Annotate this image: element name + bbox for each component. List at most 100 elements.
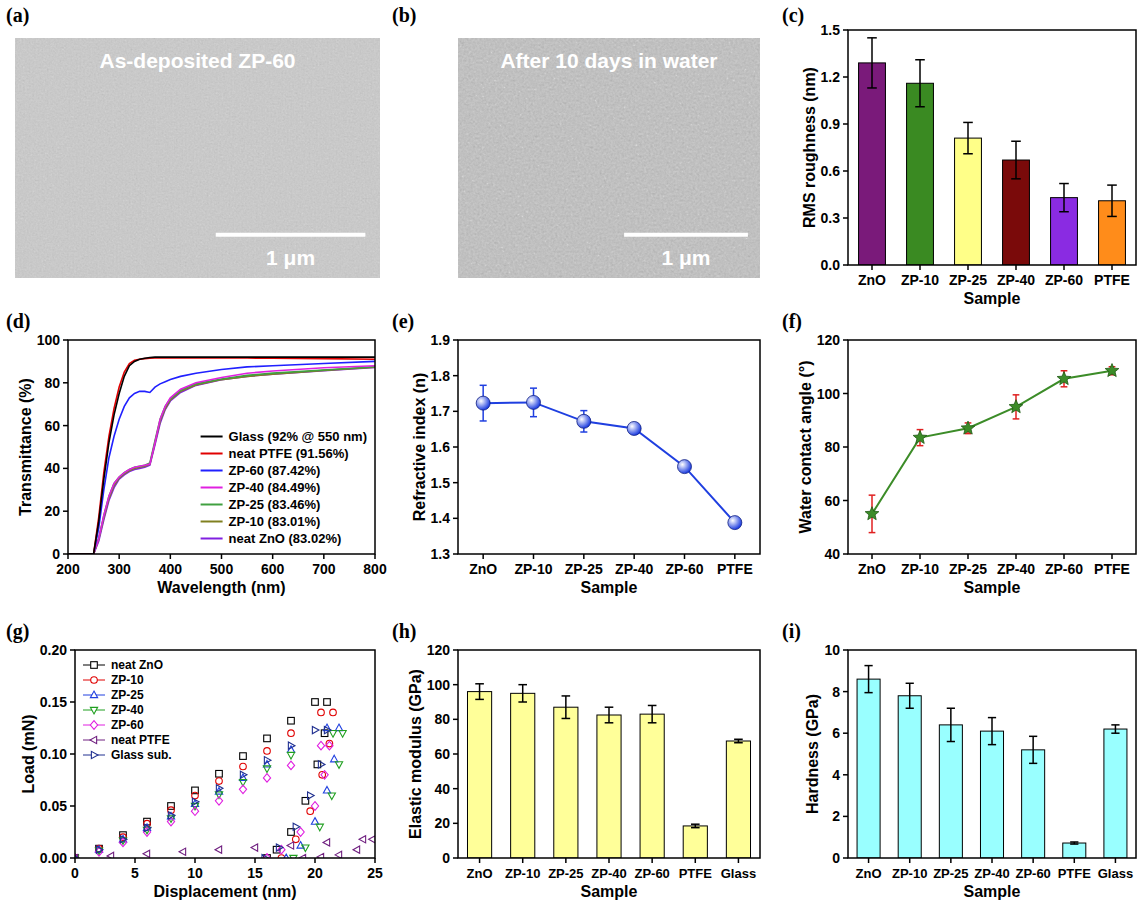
scale-bar xyxy=(216,233,366,237)
error-cap xyxy=(864,692,872,694)
point xyxy=(216,785,223,792)
point xyxy=(168,812,175,819)
error-bar xyxy=(867,38,877,88)
error-bar xyxy=(1070,842,1078,844)
error-cap xyxy=(915,106,925,108)
legend-label: ZP-40 xyxy=(111,703,144,717)
y-axis-title: Hardness (GPa) xyxy=(804,694,821,814)
y-tick-label: 80 xyxy=(434,711,450,727)
point xyxy=(293,823,300,830)
series-line xyxy=(68,367,375,554)
error-cap xyxy=(1107,184,1117,186)
legend-swatch xyxy=(201,521,223,523)
legend-label: neat PTFE (91.56%) xyxy=(229,446,349,461)
plot-frame xyxy=(458,650,760,858)
sem-image xyxy=(15,38,380,278)
legend-swatch xyxy=(201,436,223,438)
legend-marker xyxy=(91,677,98,684)
error-cap xyxy=(1011,178,1021,180)
x-tick-label: PTFE xyxy=(1058,866,1092,881)
error-cap xyxy=(917,445,924,447)
legend-swatch xyxy=(201,538,223,540)
series xyxy=(75,836,375,858)
y-tick-label: 0.15 xyxy=(40,694,67,710)
y-tick-label: 0.20 xyxy=(40,642,67,658)
point xyxy=(318,709,325,716)
series-line xyxy=(68,367,375,554)
y-tick-label: 8 xyxy=(832,684,840,700)
error-cap xyxy=(691,823,700,825)
line xyxy=(483,402,735,522)
y-axis-title: Elastic modulus (GPa) xyxy=(407,669,424,839)
point xyxy=(287,761,294,770)
y-tick-label: 100 xyxy=(427,677,451,693)
y-tick-label: 120 xyxy=(427,642,451,658)
y-tick-label: 0 xyxy=(442,850,450,866)
y-axis-title: Load (mN) xyxy=(20,714,37,793)
point xyxy=(339,731,346,738)
bar xyxy=(683,826,707,858)
point xyxy=(288,730,295,737)
error-bar xyxy=(691,824,700,827)
bar xyxy=(939,725,962,858)
x-tick-label: ZP-40 xyxy=(615,561,653,577)
x-axis-title: Sample xyxy=(964,290,1021,307)
bar xyxy=(726,741,750,858)
legend-label: ZP-40 (84.49%) xyxy=(229,480,321,495)
x-tick-label: Glass xyxy=(1098,866,1133,881)
error-cap xyxy=(988,717,996,719)
point xyxy=(324,699,331,706)
series xyxy=(75,709,336,858)
point xyxy=(330,709,337,716)
x-axis-title: Sample xyxy=(964,883,1021,900)
y-tick-label: 0.0 xyxy=(821,257,841,273)
panel-label: (f) xyxy=(782,310,802,333)
plot-area xyxy=(857,666,1127,858)
error-cap xyxy=(867,87,877,89)
error-cap xyxy=(1059,183,1069,185)
point xyxy=(312,726,319,733)
plot-area xyxy=(476,385,742,529)
bar xyxy=(898,696,921,858)
error-line xyxy=(909,683,911,708)
point xyxy=(369,836,375,843)
y-tick-label: 1.4 xyxy=(431,510,451,526)
point xyxy=(331,755,338,762)
error-cap xyxy=(869,494,876,496)
scale-bar-label: 1 μm xyxy=(266,246,315,269)
plot-area xyxy=(68,357,375,554)
x-tick-label: PTFE xyxy=(717,561,753,577)
point xyxy=(319,772,326,779)
x-tick-label: ZnO xyxy=(469,561,497,577)
x-tick-label: 600 xyxy=(261,561,285,577)
point xyxy=(302,845,309,852)
point xyxy=(311,802,318,811)
error-bar xyxy=(1059,184,1069,212)
scale-bar xyxy=(624,233,748,237)
x-tick-label: 15 xyxy=(247,865,263,881)
point xyxy=(240,771,247,778)
y-tick-label: 1.5 xyxy=(431,475,451,491)
error-cap xyxy=(734,739,743,741)
series-line xyxy=(68,361,375,554)
point xyxy=(251,844,258,851)
y-tick-label: 10 xyxy=(824,642,840,658)
y-tick-label: 2 xyxy=(832,808,840,824)
y-tick-label: 0.00 xyxy=(40,850,67,866)
x-tick-label: ZnO xyxy=(858,272,886,288)
point xyxy=(288,717,295,724)
bar xyxy=(1063,843,1086,858)
error-line xyxy=(1015,141,1017,179)
x-tick-label: ZP-25 xyxy=(949,561,987,577)
point xyxy=(288,742,295,749)
x-tick-label: 20 xyxy=(307,865,323,881)
y-tick-label: 100 xyxy=(37,332,61,348)
error-line xyxy=(868,666,870,693)
error-cap xyxy=(906,707,914,709)
x-tick-label: ZP-10 xyxy=(901,272,939,288)
figure: As-deposited ZP-601 μm(a)After 10 days i… xyxy=(0,0,1146,907)
panel-label: (h) xyxy=(392,620,416,643)
bar xyxy=(859,63,886,265)
error-bar xyxy=(648,705,657,722)
x-tick-label: PTFE xyxy=(1094,272,1130,288)
